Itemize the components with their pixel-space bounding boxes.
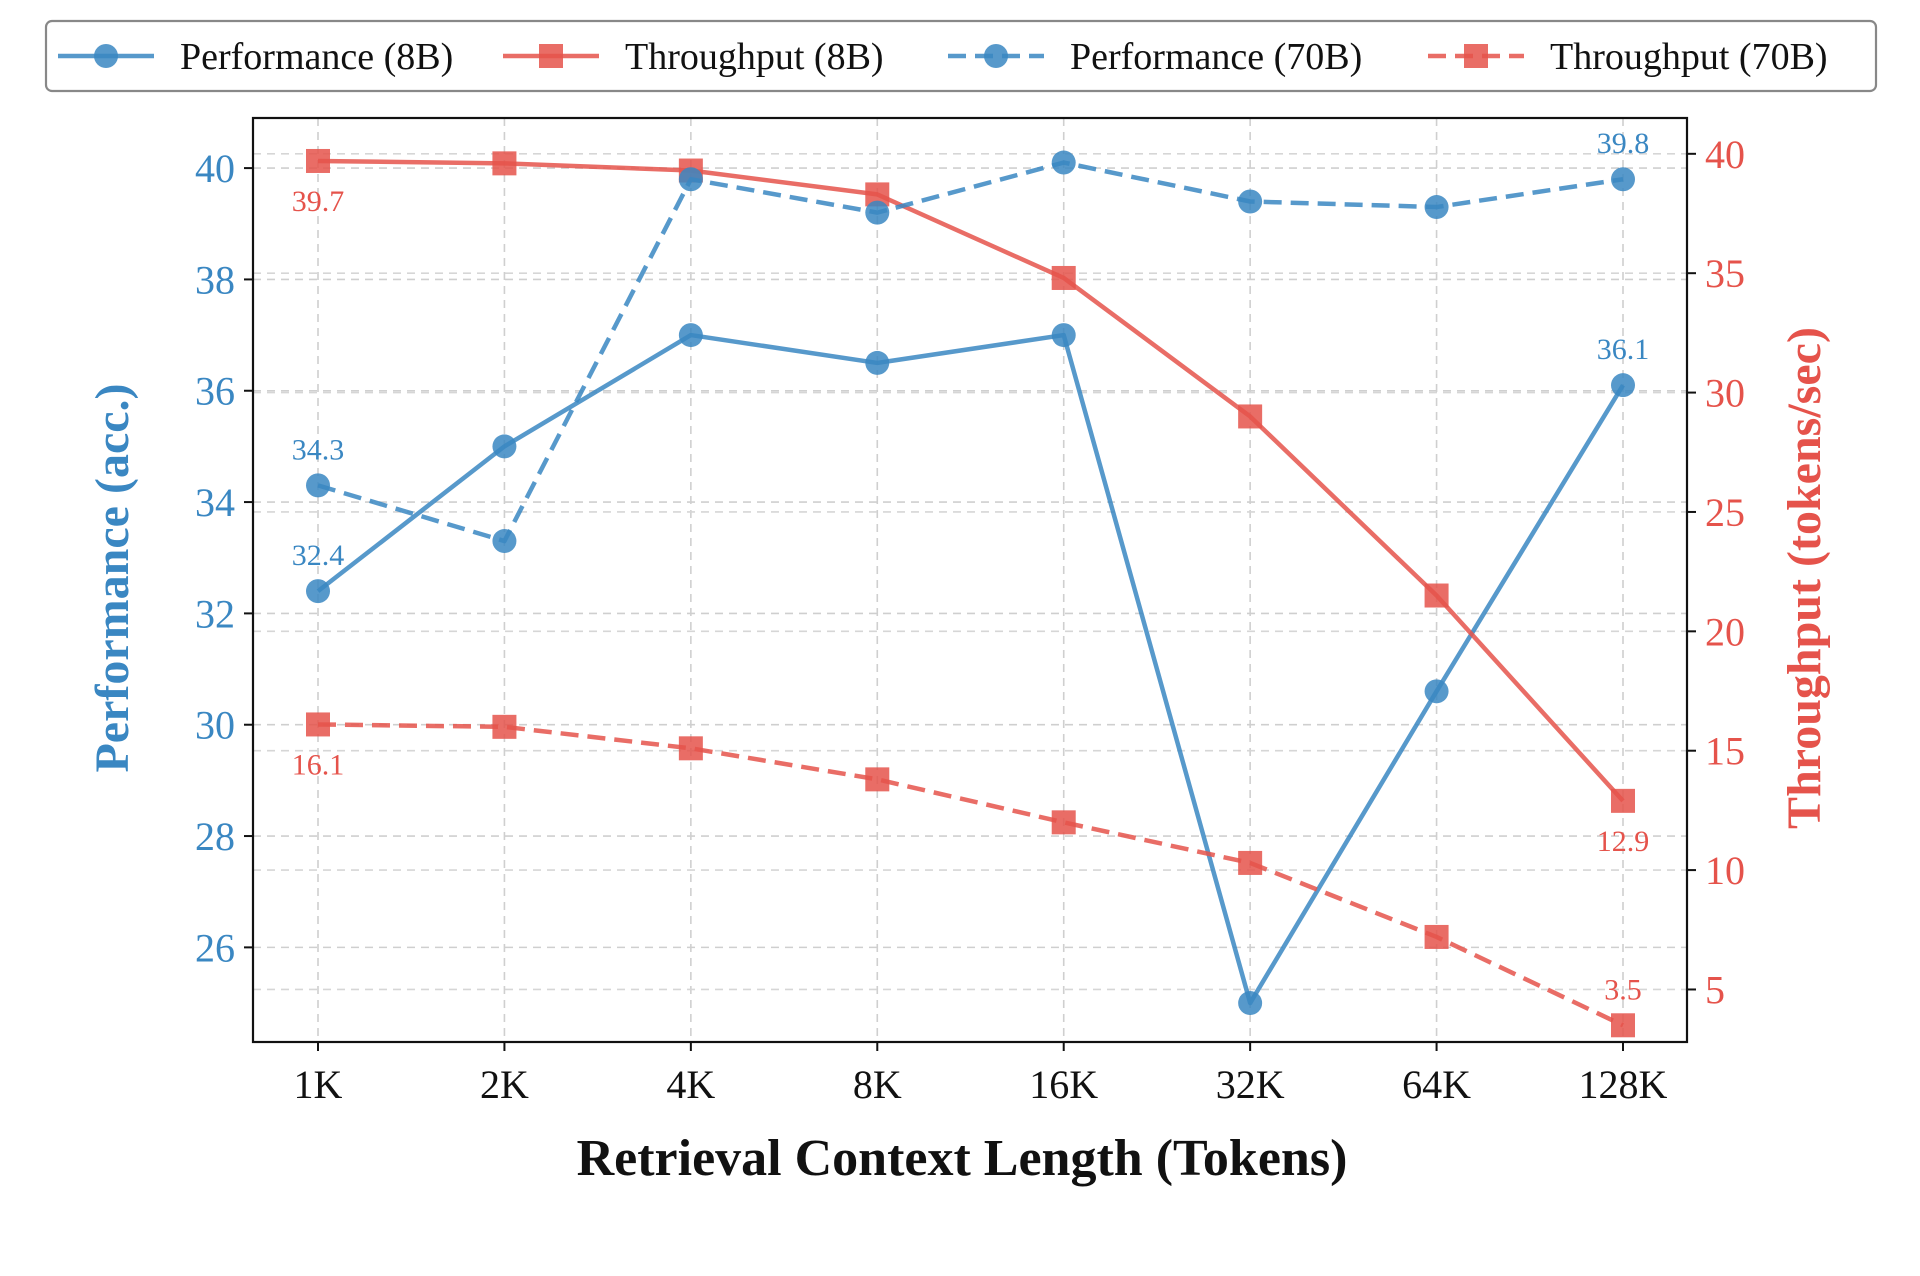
data-point: [1424, 679, 1449, 704]
left-tick-label: 32: [195, 591, 235, 636]
x-tick-label: 32K: [1216, 1062, 1285, 1107]
series-line: [316, 332, 1625, 1006]
right-tick-label: 20: [1705, 609, 1745, 654]
right-axis: 5 10 15 20 25 30 35 40: [1687, 132, 1745, 1012]
data-point: [1051, 810, 1076, 835]
right-tick-label: 15: [1705, 729, 1745, 774]
left-tick-label: 30: [195, 703, 235, 748]
data-label: 34.3: [292, 433, 345, 466]
data-label: 3.5: [1604, 973, 1642, 1006]
left-tick-label: 34: [195, 480, 235, 525]
legend-label: Throughput (70B): [1550, 36, 1828, 78]
data-point: [1238, 850, 1263, 875]
data-labels: 32.4 36.1 39.7 12.9 34.3 39.8 16.1 3.5: [292, 127, 1650, 1006]
data-point: [1424, 924, 1449, 949]
right-tick-label: 25: [1705, 490, 1745, 535]
right-tick-label: 40: [1705, 132, 1745, 177]
data-point: [865, 350, 890, 375]
left-tick-label: 28: [195, 814, 235, 859]
data-point: [306, 473, 330, 498]
x-tick-label: 8K: [853, 1062, 902, 1107]
data-label: 36.1: [1597, 333, 1650, 366]
legend-marker-swatch: [94, 44, 118, 68]
data-point: [492, 714, 517, 739]
right-y-axis-label: Throughput (tokens/sec): [1778, 327, 1831, 829]
data-point: [306, 148, 330, 173]
data-point: [306, 579, 330, 604]
series-performance-70b: [306, 150, 1635, 554]
data-point: [1611, 167, 1635, 192]
legend-marker-swatch: [984, 44, 1008, 68]
right-tick-label: 30: [1705, 371, 1745, 416]
right-tick-label: 10: [1705, 848, 1745, 893]
data-point: [492, 529, 517, 554]
x-tick-label: 16K: [1029, 1062, 1098, 1107]
data-point: [306, 712, 330, 737]
left-axis: 26 28 30 32 34 36 38 40: [195, 146, 253, 970]
legend-marker-swatch: [1464, 44, 1488, 68]
right-tick-label: 35: [1705, 251, 1745, 296]
left-tick-label: 36: [195, 369, 235, 414]
series-throughput-8b: [306, 148, 1635, 813]
series-throughput-70b: [306, 712, 1635, 1038]
left-tick-label: 38: [195, 257, 235, 302]
data-point: [678, 736, 703, 761]
data-point: [492, 151, 517, 176]
data-point: [1611, 788, 1635, 813]
series-line: [317, 722, 1624, 1028]
series-layer: [306, 148, 1635, 1038]
right-tick-label: 5: [1705, 967, 1725, 1012]
x-tick-label: 64K: [1402, 1062, 1471, 1107]
data-point: [1051, 265, 1076, 290]
x-tick-label: 4K: [666, 1062, 715, 1107]
data-point: [1238, 991, 1263, 1016]
legend-entry: Performance (8B): [58, 36, 453, 78]
series-line: [317, 158, 1625, 803]
data-label: 32.4: [292, 539, 345, 572]
legend-entry: Throughput (8B): [503, 36, 884, 78]
plot-frame: [251, 116, 1689, 1044]
legend-label: Performance (70B): [1070, 36, 1362, 78]
legend-entry: Performance (70B): [948, 36, 1362, 78]
data-point: [865, 200, 890, 225]
x-tick-label: 2K: [480, 1062, 529, 1107]
series-performance-8b: [306, 323, 1635, 1016]
left-tick-label: 40: [195, 146, 235, 191]
data-point: [1051, 150, 1076, 175]
data-point: [1424, 195, 1449, 220]
left-tick-label: 26: [195, 925, 235, 970]
data-point: [1051, 323, 1076, 348]
data-point: [1424, 583, 1449, 608]
legend: Performance (8B) Throughput (8B) Performan…: [44, 19, 1878, 93]
grid-lines: [253, 118, 1687, 1042]
data-point: [678, 167, 703, 192]
legend-label: Throughput (8B): [625, 36, 884, 78]
data-point: [1611, 373, 1635, 398]
x-axis-label: Retrieval Context Length (Tokens): [577, 1130, 1348, 1187]
data-label: 16.1: [292, 748, 345, 781]
legend-marker-swatch: [539, 44, 563, 68]
data-label: 39.8: [1597, 127, 1650, 160]
data-point: [865, 767, 890, 792]
series-line: [317, 160, 1624, 544]
data-point: [1238, 189, 1263, 214]
data-point: [492, 434, 517, 459]
data-label: 39.7: [292, 185, 345, 218]
left-y-axis-label: Performance (acc.): [86, 383, 139, 772]
data-point: [1611, 1013, 1635, 1038]
x-tick-label: 1K: [294, 1062, 343, 1107]
data-point: [678, 323, 703, 348]
x-axis: 1K 2K 4K 8K 16K 32K 64K 128K: [294, 1042, 1668, 1107]
x-tick-label: 128K: [1579, 1062, 1668, 1107]
legend-label: Performance (8B): [180, 36, 453, 78]
data-point: [1238, 404, 1263, 429]
legend-entry: Throughput (70B): [1428, 36, 1828, 78]
data-label: 12.9: [1597, 825, 1650, 858]
